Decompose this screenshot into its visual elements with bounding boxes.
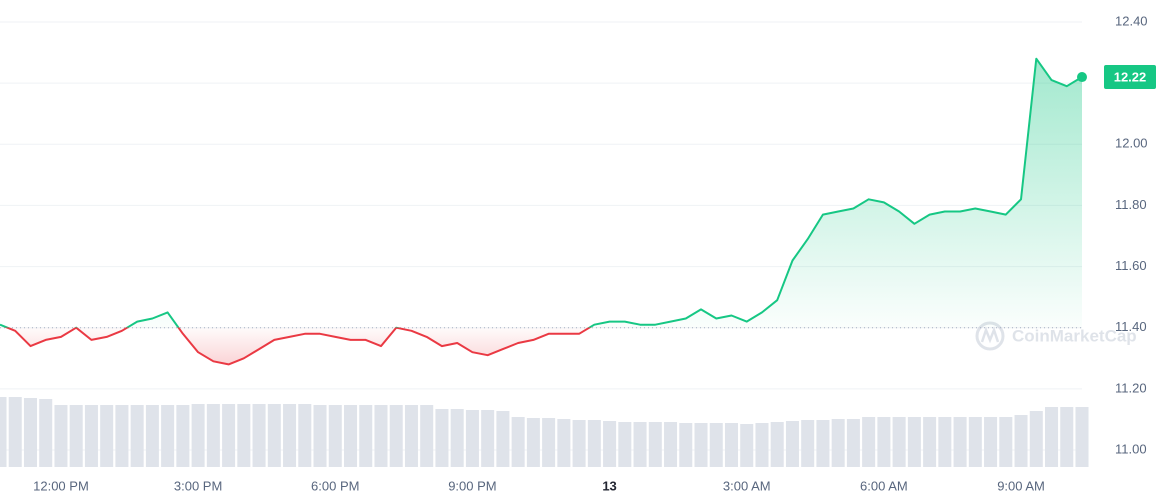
volume-bar	[1045, 407, 1059, 467]
volume-bar	[816, 420, 830, 467]
y-tick-label: 11.80	[1115, 197, 1147, 212]
volume-bar	[679, 423, 693, 467]
volume-bar	[222, 404, 236, 467]
price-label: 12.22	[1114, 69, 1147, 84]
x-tick-label: 9:00 AM	[997, 478, 1045, 493]
volume-bar	[404, 405, 418, 467]
x-tick-label: 6:00 AM	[860, 478, 908, 493]
volume-bar	[313, 405, 327, 467]
volume-bar	[1075, 407, 1089, 467]
volume-bar	[724, 423, 739, 467]
volume-bar	[0, 397, 7, 467]
volume-bar	[1060, 407, 1074, 467]
volume-bar	[846, 419, 860, 467]
volume-bar	[831, 419, 845, 467]
volume-bar	[84, 405, 98, 467]
volume-bar	[298, 404, 312, 467]
x-tick-label: 6:00 PM	[311, 478, 359, 493]
volume-bar	[389, 405, 403, 467]
y-tick-label: 11.20	[1115, 380, 1147, 395]
volume-bar	[283, 404, 297, 467]
volume-bar	[130, 405, 144, 467]
volume-bar	[984, 417, 998, 467]
volume-bar	[755, 423, 769, 467]
volume-bar	[39, 399, 53, 467]
volume-bar	[374, 405, 388, 467]
volume-bar	[435, 409, 449, 467]
volume-bar	[511, 417, 525, 467]
volume-bar	[1029, 411, 1043, 467]
volume-bar	[526, 418, 540, 467]
volume-bar	[892, 417, 906, 467]
volume-bar	[343, 405, 358, 467]
volume-bar	[999, 417, 1013, 467]
volume-bar	[740, 424, 754, 467]
volume-bar	[100, 405, 114, 467]
volume-bar	[862, 417, 876, 467]
x-tick-label: 12:00 PM	[33, 478, 89, 493]
volume-bar	[145, 405, 159, 467]
watermark-text: CoinMarketCap	[1012, 326, 1137, 345]
volume-bar	[968, 417, 982, 467]
volume-bar	[496, 411, 510, 467]
volume-bar	[648, 422, 662, 467]
volume-bar	[1014, 415, 1028, 467]
y-tick-label: 11.00	[1115, 441, 1147, 456]
volume-bar	[267, 404, 281, 467]
volume-bar	[115, 405, 129, 467]
volume-bar	[938, 417, 952, 467]
volume-bar	[237, 404, 251, 467]
volume-bar	[664, 422, 678, 467]
volume-bar	[420, 405, 434, 467]
volume-bar	[54, 405, 68, 467]
x-tick-label: 13	[602, 478, 616, 493]
volume-bar	[69, 405, 83, 467]
volume-bar	[633, 422, 647, 467]
volume-bar	[450, 409, 464, 467]
volume-bar	[694, 423, 708, 467]
volume-bar	[603, 421, 617, 467]
y-tick-label: 11.60	[1115, 258, 1147, 273]
volume-bar	[191, 404, 205, 467]
y-tick-label: 12.40	[1115, 13, 1148, 28]
volume-bar	[709, 423, 723, 467]
area	[0, 58, 1082, 365]
volume-bar	[923, 417, 937, 467]
price-badge	[1104, 65, 1156, 90]
volume-bar	[328, 405, 342, 467]
volume-bar	[785, 421, 799, 467]
volume-bar	[907, 417, 921, 467]
volume-bar	[8, 397, 22, 467]
volume-bar	[770, 422, 784, 467]
volume-bar	[206, 404, 220, 467]
y-tick-label: 11.40	[1115, 319, 1147, 334]
x-tick-label: 3:00 AM	[723, 478, 771, 493]
y-tick-label: 12.00	[1115, 136, 1148, 151]
price-line	[0, 57, 1083, 366]
volume-bar	[176, 405, 190, 467]
volume-bar	[572, 420, 586, 467]
volume-bar	[481, 410, 495, 467]
last-point	[1077, 72, 1087, 83]
volume-bar	[252, 404, 266, 467]
volume-bar	[359, 405, 373, 467]
x-tick-label: 9:00 PM	[448, 478, 496, 493]
volume-bar	[618, 422, 632, 467]
volume-bar	[587, 420, 601, 467]
volume-bar	[953, 417, 967, 467]
volume-bar	[542, 418, 556, 467]
volume-bar	[877, 417, 891, 467]
volume-bar	[557, 419, 571, 467]
volume-bar	[161, 405, 175, 467]
volume-bar	[801, 420, 815, 467]
x-tick-label: 3:00 PM	[174, 478, 222, 493]
volume-bar	[465, 410, 479, 467]
volume-bar	[23, 398, 37, 467]
